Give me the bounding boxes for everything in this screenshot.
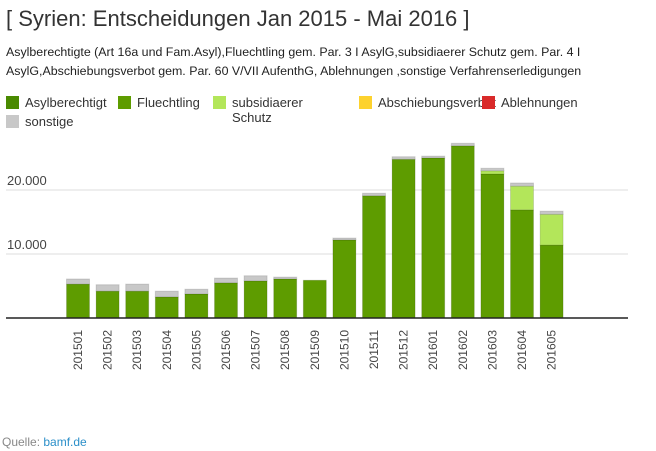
bar-segment xyxy=(391,156,416,160)
source: Quelle: bamf.de xyxy=(2,435,87,449)
legend-swatch xyxy=(6,115,19,128)
bar-segment xyxy=(243,275,268,282)
source-link[interactable]: bamf.de xyxy=(43,435,87,449)
bar-segment xyxy=(243,280,268,319)
x-tick-label: 201509 xyxy=(308,330,322,370)
bar-segment xyxy=(302,279,327,319)
bar-segment xyxy=(125,283,150,292)
x-tick-label: 201504 xyxy=(160,330,174,370)
legend-label: sonstige xyxy=(25,114,74,129)
legend-swatch xyxy=(6,96,19,109)
chart-subtitle: Asylberechtigte (Art 16a und Fam.Asyl),F… xyxy=(6,45,582,78)
legend-label: subsidiaerer Schutz xyxy=(232,95,303,125)
bar-segment xyxy=(362,195,386,319)
legend-swatch xyxy=(213,96,226,109)
bar-segment xyxy=(510,182,534,187)
bar-segment xyxy=(421,155,446,159)
bar-segment xyxy=(421,157,446,319)
legend-label: Abschiebungsverbot xyxy=(378,95,496,110)
x-tick-label: 201505 xyxy=(189,330,203,370)
legend-swatch xyxy=(118,96,131,109)
legend-item[interactable]: Abschiebungsverbot xyxy=(359,95,496,110)
x-tick-label: 201602 xyxy=(456,330,470,370)
legend-item[interactable]: Ablehnungen xyxy=(482,95,578,110)
x-tick-label: 201507 xyxy=(249,330,263,370)
bar-segment xyxy=(539,213,564,246)
bar-segment xyxy=(450,142,475,147)
x-tick-label: 201502 xyxy=(101,330,115,370)
bar-segment xyxy=(184,288,209,295)
bar-segment xyxy=(480,167,505,172)
chart-title: [ Syrien: Entscheidungen Jan 2015 - Mai … xyxy=(6,6,470,31)
bar-segment xyxy=(480,173,505,319)
x-tick-label: 201605 xyxy=(545,330,559,370)
x-tick-label: 201501 xyxy=(71,330,85,370)
x-tick-label: 201604 xyxy=(515,330,529,370)
x-tick-label: 201506 xyxy=(219,330,233,370)
legend-swatch xyxy=(482,96,495,109)
legend-label: Ablehnungen xyxy=(501,95,578,110)
bar-segment xyxy=(332,239,357,319)
x-tick-label: 201511 xyxy=(367,330,381,369)
source-label: Quelle: xyxy=(2,435,41,449)
x-tick-label: 201603 xyxy=(485,330,499,370)
bar-segment xyxy=(391,158,416,319)
bar-segment xyxy=(450,145,475,319)
x-tick-label: 201512 xyxy=(397,330,411,370)
legend-item[interactable]: subsidiaerer Schutz xyxy=(213,95,333,125)
bar-segment xyxy=(332,237,357,241)
legend-item[interactable]: Asylberechtigt xyxy=(6,95,107,110)
bar-segment xyxy=(154,290,179,298)
bar-segment xyxy=(214,282,238,319)
bar-segment xyxy=(539,244,564,319)
x-tick-label: 201508 xyxy=(278,330,292,370)
bar-segment xyxy=(95,284,120,292)
bar-segment xyxy=(362,192,386,197)
legend-swatch xyxy=(359,96,372,109)
legend-item[interactable]: Fluechtling xyxy=(118,95,200,110)
legend-item[interactable]: sonstige xyxy=(6,114,73,129)
bar-segment xyxy=(125,290,150,319)
x-tick-label: 201510 xyxy=(337,330,351,370)
bar-segment xyxy=(510,209,534,319)
legend-label: Asylberechtigt xyxy=(25,95,107,110)
bar-segment xyxy=(510,185,534,211)
bar-segment xyxy=(66,278,90,285)
bar-segment xyxy=(273,278,298,319)
y-tick-label: 10.000 xyxy=(7,237,47,252)
bar-segment xyxy=(214,277,238,284)
y-tick-label: 20.000 xyxy=(7,173,47,188)
bar-segment xyxy=(95,290,120,319)
bar-segment xyxy=(184,293,209,319)
legend-label: Fluechtling xyxy=(137,95,200,110)
bar-segment xyxy=(66,283,90,319)
x-tick-label: 201601 xyxy=(426,330,440,370)
x-tick-label: 201503 xyxy=(130,330,144,370)
bar-segment xyxy=(539,210,564,215)
bar-segment xyxy=(273,276,298,280)
bar-segment xyxy=(154,296,179,319)
